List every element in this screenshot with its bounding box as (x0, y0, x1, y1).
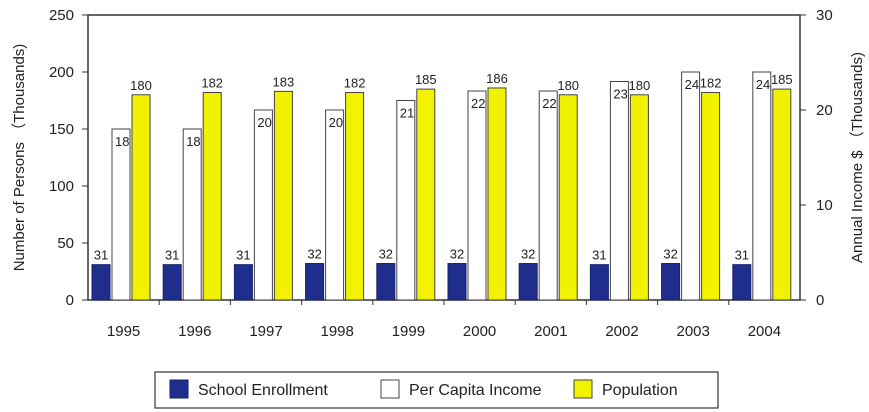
right-tick-label: 20 (816, 102, 833, 119)
population-value-label: 180 (629, 78, 651, 93)
left-axis-title: Number of Persons （Thousands) (11, 44, 28, 272)
right-tick-label: 10 (816, 197, 833, 214)
legend-label: School Enrollment (198, 382, 328, 399)
right-tick-label: 30 (816, 7, 833, 24)
income-value-label: 21 (400, 106, 414, 121)
enrollment-value-label: 31 (94, 248, 108, 263)
legend-swatch (573, 379, 593, 399)
enrollment-bar (91, 264, 111, 301)
data-labels: 3118180311818231201833220182322118532221… (94, 71, 793, 263)
population-bar (416, 88, 436, 301)
bars (91, 71, 792, 301)
population-bar (202, 92, 222, 301)
enrollment-value-label: 32 (450, 247, 464, 262)
income-bar (325, 109, 345, 301)
income-value-label: 22 (542, 96, 556, 111)
x-tick-label: 2000 (463, 323, 496, 340)
enrollment-value-label: 31 (735, 248, 749, 263)
income-value-label: 20 (257, 115, 271, 130)
enrollment-bar (732, 264, 752, 301)
left-tick-label: 150 (49, 121, 74, 138)
enrollment-bar (233, 264, 253, 301)
enrollment-bar (447, 263, 467, 301)
enrollment-value-label: 31 (592, 248, 606, 263)
population-bar (487, 87, 507, 301)
legend-label: Population (602, 382, 678, 399)
income-value-label: 23 (613, 87, 627, 102)
enrollment-bar (661, 263, 681, 301)
enrollment-bar (589, 264, 609, 301)
income-bar (467, 90, 487, 301)
population-value-label: 182 (201, 76, 223, 91)
left-tick-label: 100 (49, 178, 74, 195)
x-axis-ticks: 1995 1996 1997 1998 1999 2000 2001 2002 2003 2004 (107, 300, 781, 340)
income-value-label: 24 (685, 77, 699, 92)
population-value-label: 185 (415, 72, 437, 87)
x-tick-label: 2002 (605, 323, 638, 340)
population-value-label: 180 (130, 78, 152, 93)
x-tick-label: 2004 (748, 323, 781, 340)
population-value-label: 185 (771, 72, 793, 87)
income-value-label: 18 (115, 134, 129, 149)
population-bar (701, 92, 721, 301)
income-bar (111, 128, 131, 301)
income-value-label: 20 (329, 115, 343, 130)
population-value-label: 180 (557, 78, 579, 93)
legend-swatch (169, 379, 189, 399)
population-bar (273, 90, 293, 301)
right-axis-ticks: 0 10 20 30 (800, 7, 833, 309)
left-tick-label: 50 (57, 235, 74, 252)
enrollment-value-label: 32 (521, 247, 535, 262)
x-tick-label: 1995 (107, 323, 140, 340)
left-tick-label: 0 (66, 292, 74, 309)
right-tick-label: 0 (816, 292, 824, 309)
legend-swatch (380, 379, 400, 399)
enrollment-value-label: 32 (307, 247, 321, 262)
right-axis-title: Annual Income $ （Thousands) (849, 52, 866, 263)
population-value-label: 186 (486, 71, 508, 86)
population-value-label: 182 (344, 76, 366, 91)
income-bar (609, 81, 629, 301)
enrollment-value-label: 31 (165, 248, 179, 263)
population-value-label: 182 (700, 76, 722, 91)
population-bar (558, 94, 578, 301)
x-tick-label: 1997 (249, 323, 282, 340)
enrollment-bar (376, 263, 396, 301)
enrollment-value-label: 32 (379, 247, 393, 262)
population-bar (629, 94, 649, 301)
income-bar (253, 109, 273, 301)
enrollment-bar (162, 264, 182, 301)
income-value-label: 24 (756, 77, 770, 92)
income-bar (182, 128, 202, 301)
income-bar (396, 100, 416, 301)
left-tick-label: 200 (49, 64, 74, 81)
income-value-label: 18 (186, 134, 200, 149)
left-tick-label: 250 (49, 7, 74, 24)
legend-box (154, 371, 719, 409)
enrollment-bar (518, 263, 538, 301)
legend: School Enrollment Per Capita Income Popula… (154, 371, 719, 409)
x-tick-label: 1998 (321, 323, 354, 340)
income-bar (681, 71, 701, 301)
population-value-label: 183 (273, 74, 295, 89)
population-bar (131, 94, 151, 301)
income-value-label: 22 (471, 96, 485, 111)
population-bar (772, 88, 792, 301)
population-bar (345, 92, 365, 301)
x-tick-label: 2001 (534, 323, 567, 340)
left-axis-ticks: 0 50 100 150 200 250 (49, 7, 88, 309)
x-tick-label: 2003 (677, 323, 710, 340)
x-tick-label: 1999 (392, 323, 425, 340)
legend-label: Per Capita Income (409, 382, 542, 399)
x-tick-label: 1996 (178, 323, 211, 340)
enrollment-value-label: 31 (236, 248, 250, 263)
enrollment-bar (305, 263, 325, 301)
enrollment-value-label: 32 (663, 247, 677, 262)
income-bar (752, 71, 772, 301)
income-bar (538, 90, 558, 301)
